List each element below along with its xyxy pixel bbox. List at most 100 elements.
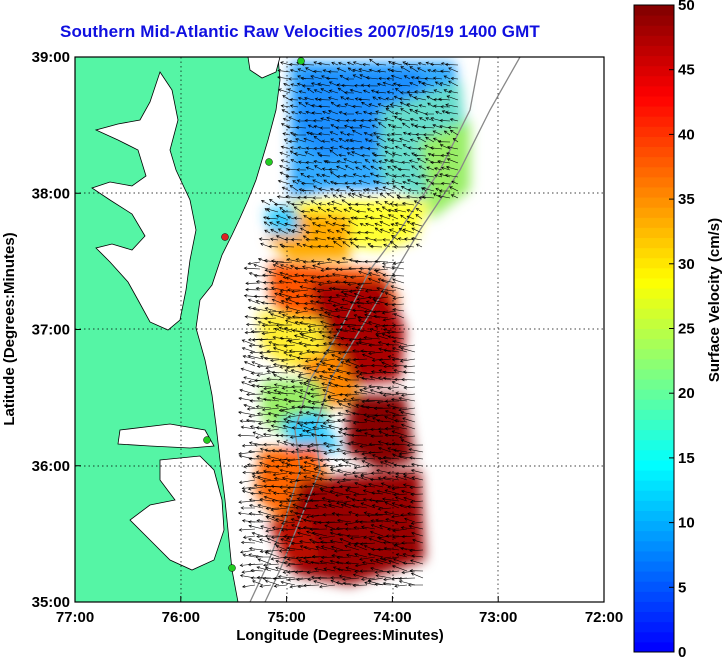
velocity-arrow bbox=[298, 90, 307, 94]
velocity-arrow bbox=[331, 554, 344, 558]
velocity-arrow bbox=[272, 346, 288, 353]
velocity-arrow bbox=[392, 152, 403, 157]
velocity-arrow bbox=[376, 143, 387, 150]
velocity-arrow bbox=[450, 76, 459, 81]
velocity-arrow bbox=[381, 497, 400, 502]
velocity-arrow bbox=[306, 391, 320, 396]
x-axis-label: Longitude (Degrees:Minutes) bbox=[236, 627, 444, 644]
velocity-arrow bbox=[285, 167, 299, 171]
velocity-arrow bbox=[378, 76, 387, 81]
colorbar-band bbox=[634, 500, 674, 511]
velocity-arrow bbox=[280, 528, 296, 532]
velocity-arrow bbox=[347, 193, 355, 199]
velocity-arrow bbox=[364, 289, 381, 293]
velocity-arrow bbox=[307, 329, 325, 333]
velocity-arrow bbox=[312, 426, 328, 430]
velocity-arrow bbox=[394, 496, 408, 502]
velocity-arrow bbox=[387, 166, 395, 171]
velocity-arrow bbox=[361, 102, 371, 108]
velocity-arrow bbox=[360, 349, 376, 353]
velocity-arrow bbox=[280, 538, 296, 544]
velocity-arrow bbox=[269, 237, 279, 241]
velocity-arrow bbox=[411, 227, 423, 234]
velocity-arrow bbox=[372, 159, 379, 164]
velocity-arrow bbox=[314, 165, 323, 171]
velocity-arrow bbox=[243, 403, 256, 409]
velocity-arrow bbox=[376, 489, 392, 495]
velocity-arrow bbox=[398, 435, 416, 439]
velocity-arrow bbox=[397, 167, 411, 172]
velocity-arrow bbox=[374, 512, 392, 516]
velocity-arrow bbox=[280, 521, 296, 525]
velocity-arrow bbox=[283, 561, 296, 565]
velocity-arrow bbox=[297, 375, 312, 381]
velocity-arrow bbox=[270, 424, 288, 430]
velocity-arrow bbox=[307, 577, 320, 582]
velocity-arrow bbox=[371, 504, 384, 509]
velocity-arrow bbox=[386, 527, 400, 531]
velocity-arrow bbox=[370, 434, 384, 438]
velocity-arrow bbox=[310, 433, 328, 437]
velocity-arrow bbox=[273, 202, 287, 207]
velocity-arrow bbox=[358, 97, 371, 102]
velocity-arrow bbox=[403, 475, 416, 481]
colorbar-band bbox=[634, 55, 674, 67]
velocity-arrow bbox=[291, 111, 299, 115]
velocity-arrow bbox=[351, 308, 365, 312]
velocity-arrow bbox=[242, 354, 256, 360]
velocity-arrow bbox=[322, 513, 336, 517]
velocity-arrow bbox=[410, 572, 424, 579]
velocity-arrow bbox=[391, 430, 408, 437]
colorbar-tick-label: 15 bbox=[678, 450, 695, 467]
velocity-arrow bbox=[353, 216, 367, 220]
velocity-arrow bbox=[435, 187, 443, 192]
velocity-arrow bbox=[385, 172, 395, 178]
velocity-arrow bbox=[334, 493, 352, 497]
velocity-arrow bbox=[330, 545, 344, 551]
velocity-arrow bbox=[291, 385, 304, 389]
colorbar-band bbox=[634, 571, 674, 582]
colorbar-band bbox=[634, 298, 674, 309]
velocity-arrow bbox=[245, 281, 261, 285]
velocity-arrow bbox=[291, 329, 309, 333]
velocity-arrow bbox=[332, 194, 339, 199]
velocity-arrow bbox=[299, 227, 311, 234]
radar-station-marker bbox=[221, 233, 229, 241]
velocity-arrow bbox=[257, 503, 272, 509]
velocity-arrow bbox=[336, 67, 347, 73]
velocity-arrow bbox=[344, 393, 360, 397]
velocity-arrow bbox=[273, 373, 288, 381]
velocity-arrow bbox=[281, 109, 291, 115]
velocity-arrow bbox=[305, 110, 315, 115]
velocity-arrow bbox=[393, 363, 408, 368]
colorbar bbox=[634, 5, 674, 653]
velocity-arrow bbox=[328, 214, 335, 220]
velocity-arrow bbox=[296, 531, 312, 537]
velocity-arrow bbox=[349, 300, 365, 305]
velocity-arrow bbox=[279, 500, 296, 504]
velocity-arrow bbox=[361, 153, 371, 158]
velocity-arrow bbox=[300, 188, 315, 193]
velocity-arrow bbox=[335, 513, 352, 517]
velocity-arrow bbox=[394, 88, 403, 94]
velocity-arrow bbox=[298, 433, 312, 437]
velocity-arrow bbox=[268, 341, 280, 346]
velocity-arrow bbox=[247, 298, 261, 305]
velocity-arrow bbox=[370, 491, 384, 495]
velocity-arrow bbox=[370, 524, 384, 530]
colorbar-band bbox=[634, 389, 674, 400]
velocity-arrow bbox=[266, 455, 280, 460]
velocity-arrow bbox=[291, 426, 304, 430]
velocity-arrow bbox=[289, 185, 299, 192]
velocity-arrow bbox=[254, 378, 272, 383]
velocity-arrow bbox=[287, 399, 304, 404]
velocity-arrow bbox=[281, 476, 296, 481]
colorbar-tick-label: 5 bbox=[678, 579, 686, 596]
velocity-arrow bbox=[386, 77, 395, 81]
velocity-arrow bbox=[322, 110, 331, 115]
velocity-arrow bbox=[343, 275, 357, 279]
velocity-arrow bbox=[402, 180, 411, 185]
velocity-arrow bbox=[333, 207, 343, 213]
velocity-arrow bbox=[298, 101, 307, 108]
